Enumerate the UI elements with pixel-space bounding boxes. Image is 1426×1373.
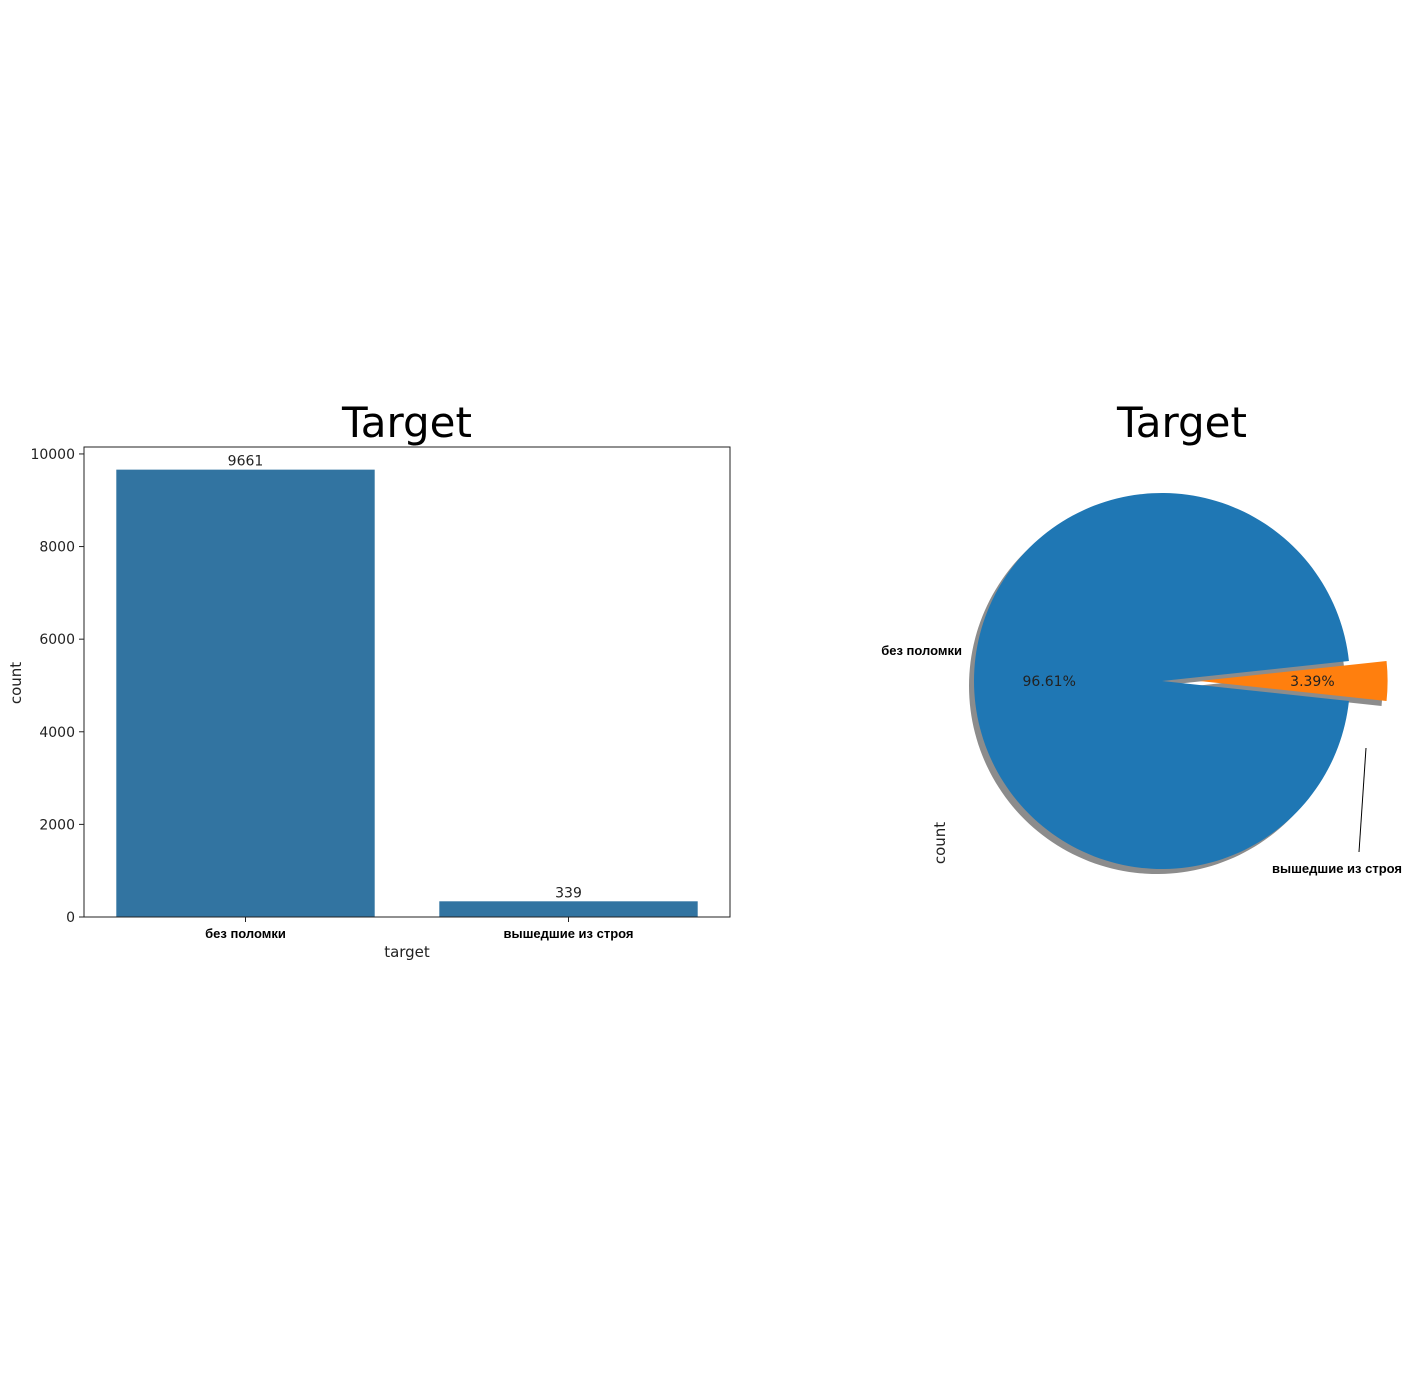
pie-category-label: без поломки [881, 643, 962, 658]
bar-y-tick-label: 0 [66, 910, 75, 926]
pie-pct-label: 96.61% [1023, 674, 1076, 690]
pie-chart: Target 96.61% 3.39% без поломки вышедшие из… [881, 398, 1402, 876]
bar-plot-frame [83, 446, 731, 918]
pie-chart-title: Target [1116, 398, 1247, 447]
bar-chart: Target 0 2000 4000 6000 8000 10000 9661 339 бе… [7, 398, 731, 961]
pie-slice [973, 492, 1349, 869]
bar-y-tick-label: 2000 [39, 817, 75, 833]
pie-label-leader-line [1358, 747, 1367, 853]
pie-y-axis-label: count [931, 822, 949, 864]
pie-labels: 96.61% 3.39% без поломки вышедшие из строя [881, 643, 1402, 876]
pie-slices [973, 492, 1388, 869]
pie-category-label: вышедшие из строя [1272, 861, 1402, 876]
bar-x-ticks: без поломки вышедшие из строя [205, 917, 634, 941]
pie-pct-label: 3.39% [1290, 674, 1334, 690]
bar-series: 9661 339 [116, 454, 698, 917]
bar-data-label: 9661 [228, 454, 264, 470]
bar-y-tick-label: 10000 [30, 447, 75, 463]
bar-x-axis-label: target [384, 943, 430, 961]
bar-y-axis-label: count [7, 662, 25, 704]
bar-y-tick-label: 6000 [39, 632, 75, 648]
bar [116, 469, 375, 917]
bar [439, 901, 698, 917]
bar-data-label: 339 [555, 885, 582, 901]
bar-y-tick-label: 4000 [39, 725, 75, 741]
bar-x-tick-label: без поломки [205, 926, 286, 941]
pie-slice [1199, 661, 1388, 701]
bar-y-tick-label: 8000 [39, 540, 75, 556]
bar-y-ticks: 0 2000 4000 6000 8000 10000 [30, 447, 84, 926]
bar-x-tick-label: вышедшие из строя [503, 926, 633, 941]
bar-chart-title: Target [341, 398, 472, 447]
